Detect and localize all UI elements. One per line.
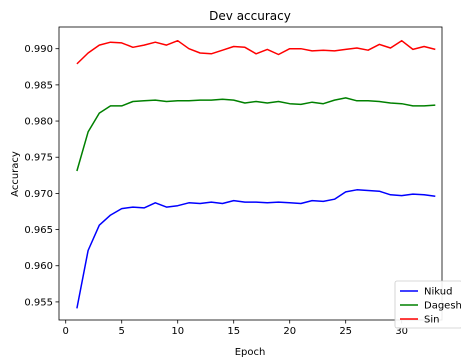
legend-box <box>394 280 461 329</box>
x-tick-label: 5 <box>119 326 125 337</box>
legend: Nikud Dagesh Sin <box>394 280 461 329</box>
x-tick-label: 30 <box>395 326 408 337</box>
y-axis: 0.955 0.960 0.965 0.970 0.975 0.980 0.985 0.990 <box>24 44 59 308</box>
plot-frame <box>58 26 443 321</box>
y-tick-label: 0.970 <box>24 189 53 200</box>
x-tick-label: 20 <box>283 326 296 337</box>
y-tick-label: 0.955 <box>24 297 53 308</box>
series-line-nikud <box>76 189 436 309</box>
y-tick-label: 0.980 <box>24 117 53 128</box>
series-line-dagesh <box>76 97 436 172</box>
legend-label-sin: Sin <box>424 315 439 326</box>
y-tick-label: 0.960 <box>24 261 53 272</box>
x-tick-label: 0 <box>63 326 69 337</box>
x-axis: 0 5 10 15 20 25 30 <box>63 320 408 337</box>
plot-area: 0 5 10 15 20 25 30 0.9550.9600.9650.9700.9750.… <box>24 26 443 337</box>
x-tick-label: 15 <box>227 326 240 337</box>
chart-title: Dev accuracy <box>209 9 291 23</box>
x-axis-label: Epoch <box>235 347 266 358</box>
y-axis-label: Accuracy <box>10 151 21 197</box>
y-tick-label: 0.990 <box>24 44 53 55</box>
y-tick-label: 0.975 <box>24 153 53 164</box>
y-tick-label: 0.985 <box>24 80 53 91</box>
series-line-sin <box>76 39 436 65</box>
legend-label-nikud: Nikud <box>424 287 452 298</box>
x-tick-label: 25 <box>339 326 352 337</box>
legend-label-dagesh: Dagesh <box>424 301 461 312</box>
x-tick-label: 10 <box>171 326 184 337</box>
y-tick-label: 0.965 <box>24 225 53 236</box>
series-lines <box>76 39 436 309</box>
